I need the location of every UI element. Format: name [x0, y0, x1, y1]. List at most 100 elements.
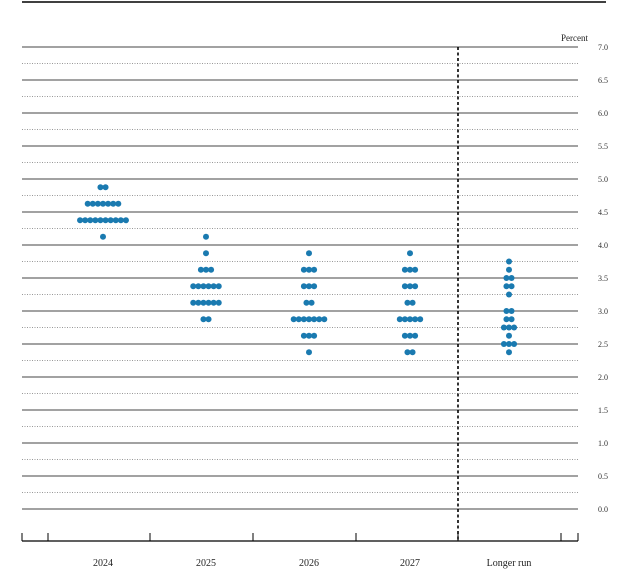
participant-dot [508, 275, 515, 281]
participant-dot [295, 316, 302, 323]
gridlines [22, 46, 578, 510]
participant-dot [500, 324, 507, 331]
y-tick-label: 2.5 [598, 340, 608, 349]
y-tick-label: 6.5 [598, 76, 608, 85]
participant-dot [503, 283, 510, 290]
participant-dot [115, 200, 122, 207]
participant-dot [195, 283, 202, 290]
y-tick-label: 1.0 [598, 439, 608, 448]
participant-dot [84, 200, 91, 207]
participant-dot [110, 200, 117, 207]
participant-dot [100, 233, 106, 240]
participant-dot [205, 316, 212, 323]
participant-dot [409, 349, 416, 356]
participant-dot [205, 283, 212, 290]
dots-layer [77, 184, 518, 356]
participant-dot [200, 299, 207, 306]
participant-dot [506, 291, 512, 298]
y-tick-label: 2.0 [598, 373, 608, 382]
participant-dot [311, 332, 318, 339]
participant-dot [511, 341, 518, 347]
participant-dot [100, 200, 106, 207]
participant-dot [203, 266, 209, 273]
participant-dot [105, 200, 112, 207]
participant-dot [200, 316, 207, 323]
participant-dot [412, 283, 419, 290]
participant-dot [401, 283, 408, 290]
participant-dot [316, 316, 323, 323]
participant-dot [311, 316, 318, 323]
y-axis-ticks: 0.0 0.5 1.0 1.5 2.0 2.5 3.0 3.5 4.0 4.5 5.0 5.5 6.0 6… [598, 43, 608, 514]
participant-dot [311, 283, 318, 290]
participant-dot [89, 200, 96, 207]
x-tick-label: 2024 [93, 558, 113, 569]
y-tick-label: 4.0 [598, 241, 608, 250]
participant-dot [306, 316, 312, 323]
participant-dot [190, 283, 197, 290]
participant-dot [306, 266, 312, 273]
participant-dot [412, 332, 419, 339]
participant-dot [290, 316, 297, 323]
x-tick-label: Longer run [487, 558, 532, 569]
x-tick-label: 2027 [400, 558, 420, 569]
participant-dot [77, 217, 84, 224]
participant-dot [300, 283, 307, 290]
participant-dot [503, 275, 510, 281]
participant-dot [404, 349, 411, 356]
y-tick-label: 5.5 [598, 142, 608, 151]
participant-dot [311, 266, 318, 273]
participant-dot [407, 250, 413, 257]
participant-dot [300, 332, 307, 339]
participant-dot [306, 332, 312, 339]
participant-dot [190, 299, 197, 306]
participant-dot [200, 283, 207, 290]
participant-dot [197, 266, 204, 273]
participant-dot [506, 266, 512, 273]
participant-dot [112, 217, 119, 224]
participant-dot [506, 341, 512, 347]
participant-dot [94, 200, 101, 207]
participant-dot [321, 316, 328, 323]
participant-dot [412, 316, 419, 323]
participant-dot [306, 250, 312, 257]
participant-dot [401, 316, 408, 323]
y-tick-label: 3.5 [598, 274, 608, 283]
participant-dot [308, 299, 315, 306]
y-tick-label: 6.0 [598, 109, 608, 118]
participant-dot [92, 217, 99, 224]
y-axis-unit-label: Percent [561, 33, 588, 43]
y-tick-label: 5.0 [598, 175, 608, 184]
y-tick-label: 4.5 [598, 208, 608, 217]
participant-dot [300, 266, 307, 273]
participant-dot [412, 266, 419, 273]
participant-dot [195, 299, 202, 306]
y-tick-label: 1.5 [598, 406, 608, 415]
y-tick-label: 7.0 [598, 43, 608, 52]
participant-dot [407, 316, 413, 323]
participant-dot [401, 332, 408, 339]
participant-dot [203, 233, 209, 240]
participant-dot [500, 341, 507, 347]
participant-dot [511, 324, 518, 331]
participant-dot [203, 250, 209, 257]
participant-dot [508, 283, 515, 290]
participant-dot [409, 299, 416, 306]
participant-dot [82, 217, 89, 224]
participant-dot [107, 217, 114, 224]
participant-dot [503, 308, 510, 314]
participant-dot [122, 217, 129, 224]
participant-dot [97, 217, 104, 224]
participant-dot [210, 283, 217, 290]
participant-dot [117, 217, 124, 224]
y-tick-label: 3.0 [598, 307, 608, 316]
participant-dot [208, 266, 215, 273]
participant-dot [300, 316, 307, 323]
participant-dot [102, 217, 109, 224]
participant-dot [205, 299, 212, 306]
participant-dot [306, 349, 312, 356]
participant-dot [506, 258, 512, 265]
participant-dot [87, 217, 94, 224]
y-tick-label: 0.0 [598, 505, 608, 514]
x-tick-label: 2025 [196, 558, 216, 569]
